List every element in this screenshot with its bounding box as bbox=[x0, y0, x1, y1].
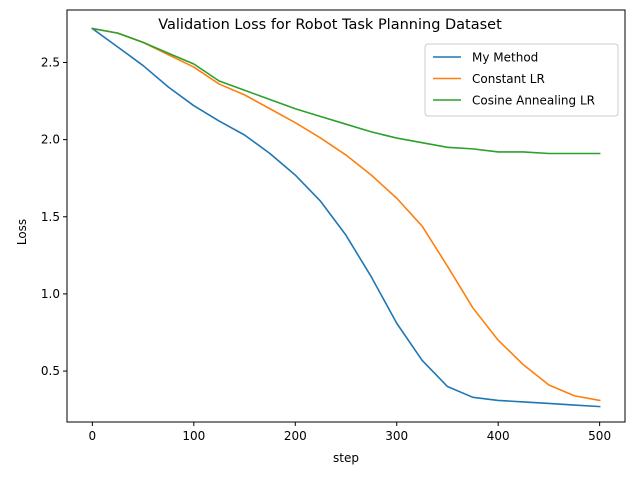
y-tick-label: 1.0 bbox=[41, 287, 60, 301]
x-axis: 0 100 200 300 400 500 bbox=[89, 422, 611, 443]
series-layer bbox=[91, 27, 601, 408]
y-axis: 0.5 1.0 1.5 2.0 2.5 bbox=[41, 55, 67, 378]
legend-label-cosine-annealing-lr: Cosine Annealing LR bbox=[472, 94, 595, 108]
y-tick-label: 0.5 bbox=[41, 364, 60, 378]
series-line-cosine-annealing-lr bbox=[91, 27, 601, 155]
x-tick-label: 100 bbox=[182, 429, 205, 443]
series-line-constant-lr bbox=[91, 27, 601, 402]
y-tick-label: 1.5 bbox=[41, 210, 60, 224]
chart-title: Validation Loss for Robot Task Planning … bbox=[158, 17, 502, 33]
x-axis-label: step bbox=[333, 451, 359, 465]
legend-items: My Method Constant LR Cosine Annealing LR bbox=[433, 51, 595, 108]
y-tick-label: 2.5 bbox=[41, 55, 60, 69]
x-tick-label: 500 bbox=[588, 429, 611, 443]
y-tick-label: 2.0 bbox=[41, 133, 60, 147]
legend-label-constant-lr: Constant LR bbox=[472, 72, 545, 86]
plot-frame bbox=[66, 9, 626, 423]
x-tick-label: 200 bbox=[284, 429, 307, 443]
legend: My Method Constant LR Cosine Annealing LR bbox=[424, 43, 619, 117]
x-tick-label: 400 bbox=[487, 429, 510, 443]
legend-label-my-method: My Method bbox=[472, 51, 538, 65]
x-tick-label: 0 bbox=[89, 429, 97, 443]
x-tick-label: 300 bbox=[385, 429, 408, 443]
series-line-my-method bbox=[91, 27, 601, 408]
legend-box bbox=[424, 43, 619, 117]
y-axis-label: Loss bbox=[15, 219, 29, 245]
